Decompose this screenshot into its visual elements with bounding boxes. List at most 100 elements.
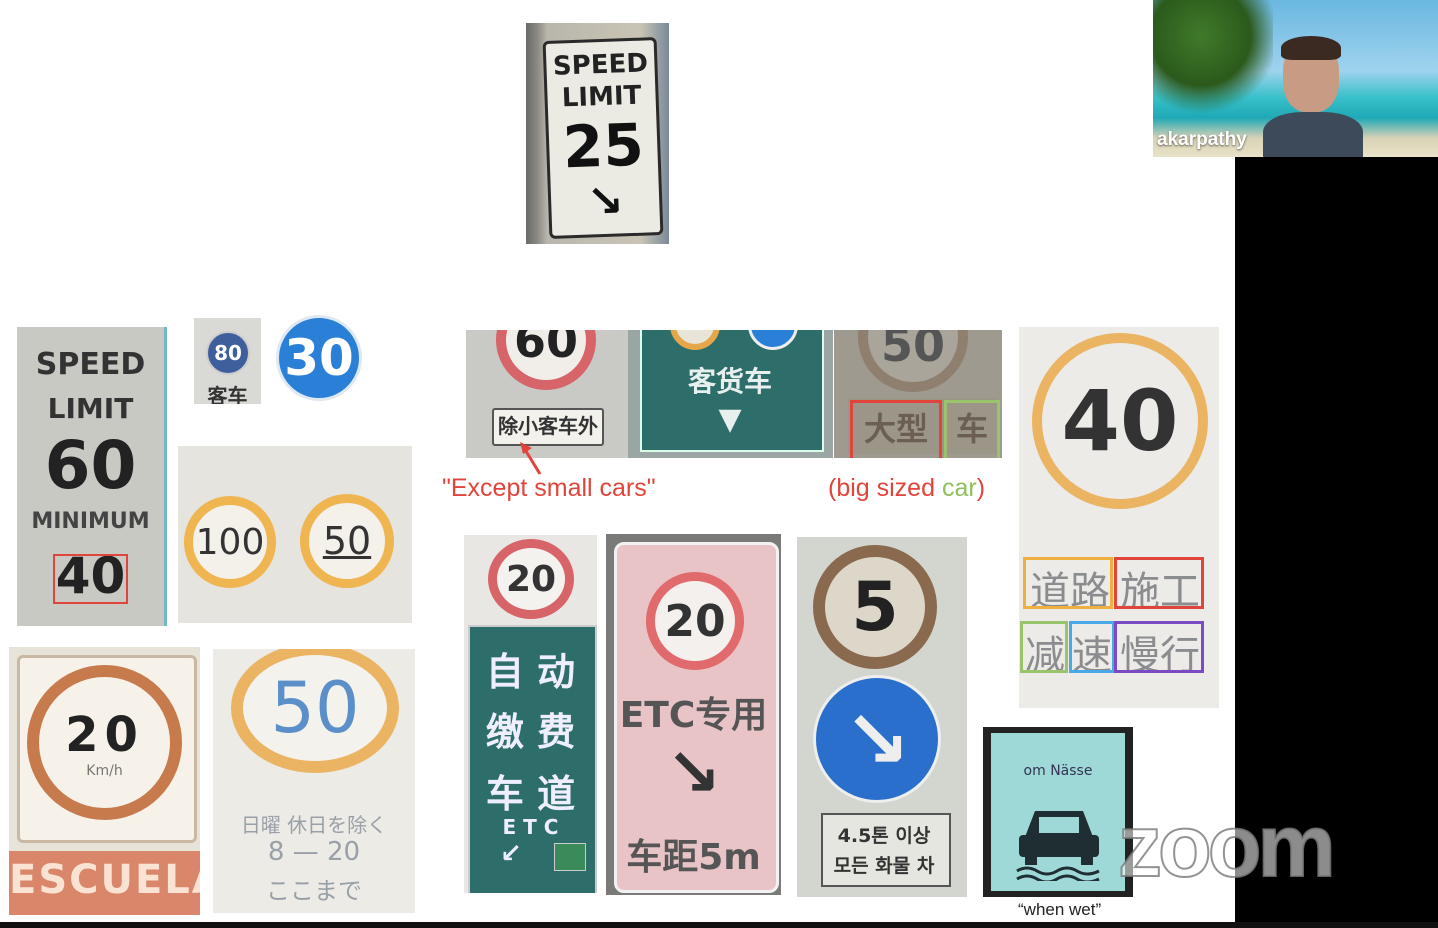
sign-panel <box>848 398 998 454</box>
sign-circle: 40 <box>1032 333 1208 509</box>
small-80-sign-photo: 80 客车 <box>194 318 261 404</box>
sign-circle: 20 <box>488 539 574 619</box>
sign-top: om Nässe <box>1023 763 1093 779</box>
sign-number: 5 <box>851 567 899 647</box>
sign-number: 20 <box>65 706 144 763</box>
sign-line2: LIMIT <box>47 392 134 425</box>
arrow-down-right-icon: ↘ <box>665 734 722 811</box>
blue-arrow-circle: ↘ <box>813 675 941 803</box>
when-wet-caption: “when wet” <box>1018 900 1102 919</box>
box-slow <box>1114 621 1204 673</box>
palm-foliage <box>1153 0 1273 120</box>
car-char: 车 <box>955 410 988 448</box>
passenger-freight-sign-photo: 客货车 ▼ <box>628 330 833 458</box>
webcam-tile[interactable]: akarpathy <box>1153 0 1438 157</box>
sign-number: 60 <box>513 330 578 368</box>
korean-truck-sign-photo: 5 ↘ 4.5톤 이상 모든 화물 차 <box>797 537 967 897</box>
sign-circle: 50 <box>231 649 399 773</box>
sign-circle: 20 <box>646 572 744 670</box>
minimum-highlight-box <box>53 554 128 604</box>
sign-number: 60 <box>44 427 137 504</box>
speed-limit-minimum-photo: SPEED LIMIT 60 MINIMUM 40 <box>17 327 167 626</box>
etc-only-sign-photo: 20 ETC专用 ↘ 车距5m <box>606 534 781 895</box>
presentation-slide: SPEED LIMIT 25 ↘ SPEED LIMIT 60 MINIMUM … <box>0 0 1235 922</box>
box-construction <box>1114 557 1204 609</box>
person-hair <box>1281 36 1341 60</box>
sign-line1: 日曜 休日を除く <box>240 813 388 837</box>
minimum-number: 40 <box>55 547 126 605</box>
sign-line1: SPEED <box>35 347 146 382</box>
caption-car: car <box>941 474 977 502</box>
construction-40-photo: 40 道路 施工 减 速 慢行 <box>1019 327 1219 708</box>
sign-number: 100 <box>195 521 265 563</box>
sign-circle: 50 <box>858 330 968 392</box>
sign-circle: 5 <box>813 545 937 669</box>
sign-label: ETC专用 <box>619 695 768 736</box>
sign-panel <box>640 330 824 452</box>
when-wet-sign-photo: om Nässe <box>983 727 1133 897</box>
sign-number: 30 <box>284 329 354 387</box>
green-tag <box>554 843 586 871</box>
sign-number: 20 <box>664 595 726 647</box>
speed-50-japanese-photo: 50 日曜 休日を除く 8 — 20 ここまで <box>213 649 415 913</box>
sign-plate <box>821 813 951 887</box>
sign-bottom: 车距5m <box>626 837 761 878</box>
sign-circle: 80 <box>206 331 250 375</box>
sign-banner-label: ESCUELA <box>9 857 200 903</box>
box-speed <box>1069 621 1115 673</box>
blue-30-sign: 30 <box>276 315 362 401</box>
caption-close: ) <box>976 474 986 502</box>
sign-line2: 缴 费 <box>485 710 576 754</box>
auto-toll-lane-photo: 20 自 动 缴 费 车 道 E T C ↙ <box>464 535 597 893</box>
box-road <box>1023 557 1113 609</box>
sign-line3: 车 道 <box>485 772 576 816</box>
speed-pair-photo: 100 50 <box>178 446 412 623</box>
caption-text: (big sized <box>828 474 942 502</box>
bottom-bar <box>0 922 1438 928</box>
sign-panel <box>468 625 597 893</box>
sign-number: 80 <box>214 341 242 365</box>
sign-panel-text: 除小客车外 <box>492 408 604 446</box>
except-arrow <box>520 442 542 475</box>
car-icon <box>1016 811 1100 881</box>
big-sized-car-caption: (big sized car) <box>828 474 985 503</box>
sign-circle-50: 50 <box>300 494 394 588</box>
sign-number: 50 <box>880 330 945 372</box>
speed-limit-25-photo: SPEED LIMIT 25 ↘ <box>526 23 669 244</box>
sign-line1: SPEED <box>552 48 649 82</box>
sign-line1: 自 动 <box>485 650 576 694</box>
big-sized-car-photo: 50 大型 车 <box>834 330 1002 458</box>
sign-circle: 20 Km/h <box>27 665 182 820</box>
sign-number: 20 <box>505 558 557 600</box>
sign-label: 客车 <box>207 384 248 404</box>
sign-line3: MINIMUM <box>31 509 150 534</box>
sign-line2: 8 — 20 <box>267 837 361 867</box>
sign-circle: 60 <box>496 330 596 390</box>
sign-circle-100: 100 <box>184 496 276 588</box>
participant-name: akarpathy <box>1157 129 1247 150</box>
person-shirt <box>1263 112 1363 157</box>
arrow-down-right-icon: ↘ <box>585 175 625 228</box>
except-small-cars-caption: "Except small cars" <box>442 474 656 502</box>
car-highlight-box <box>944 400 1000 458</box>
sign-panel: SPEED LIMIT 25 ↘ <box>542 37 664 239</box>
zoom-logo: zoom <box>1117 795 1337 896</box>
except-small-cars-photo: 60 除小客车外 <box>466 330 628 458</box>
arrow-down-icon: ▼ <box>718 402 742 437</box>
sign-number: 25 <box>561 110 645 182</box>
sign-number: 50 <box>270 667 360 749</box>
big-highlight-box <box>850 400 942 458</box>
sign-number: 50 <box>322 519 372 563</box>
box-reduce <box>1020 621 1068 673</box>
arrow-down-left-icon: ↙ <box>500 839 522 869</box>
sign-line1: 4.5톤 이상 <box>837 825 931 847</box>
sign-line2: 모든 화물 차 <box>833 855 935 877</box>
sign-line2: LIMIT <box>561 80 642 114</box>
big-chars: 大型 <box>863 410 928 448</box>
sign-label: 客货车 <box>687 365 772 398</box>
sign-unit: Km/h <box>86 762 123 779</box>
escuela-sign-photo: 20 Km/h ESCUELA <box>9 647 200 915</box>
sign-line4: E T C <box>502 815 559 839</box>
sign-number: 40 <box>1061 372 1179 470</box>
sign-line3: ここまで <box>266 877 362 905</box>
